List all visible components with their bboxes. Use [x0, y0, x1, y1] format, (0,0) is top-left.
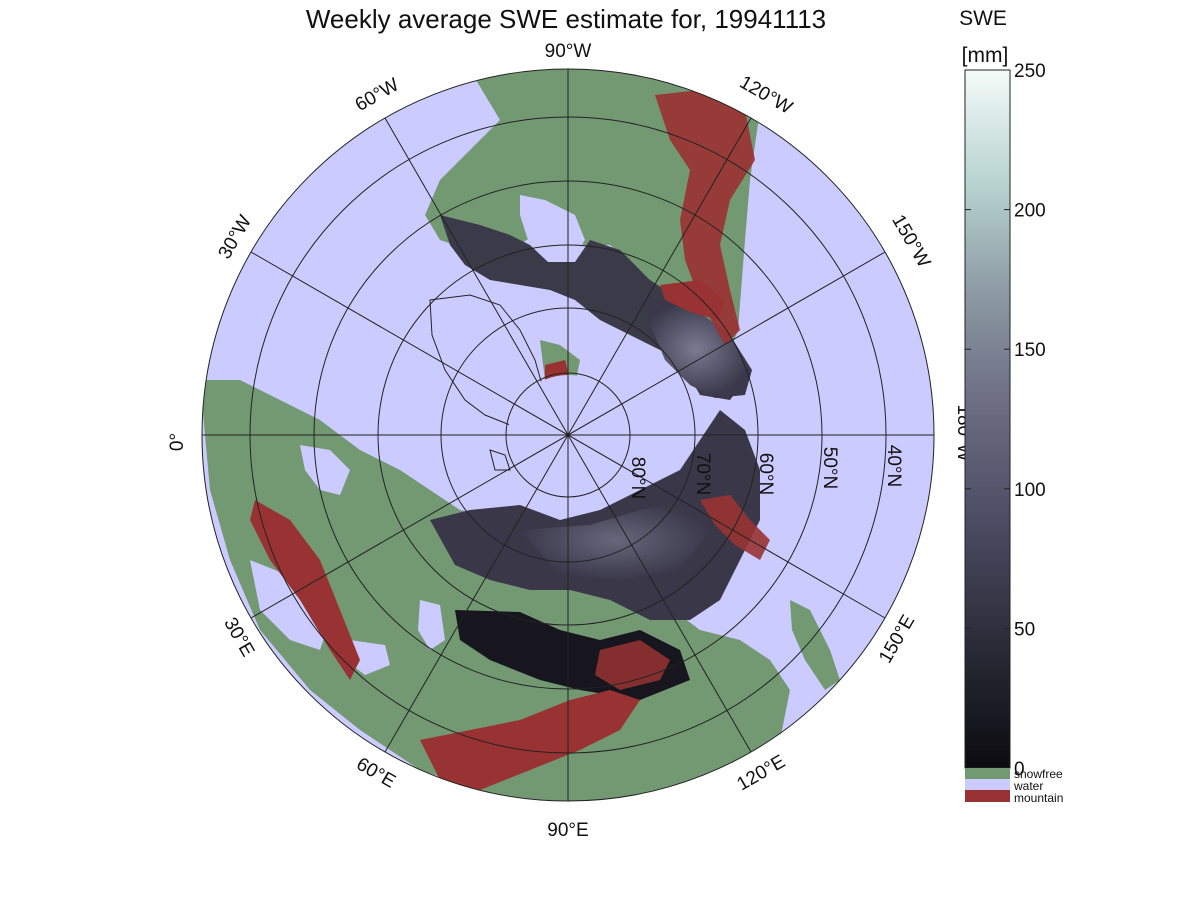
himalaya-mountains — [420, 690, 640, 790]
caspian-sea — [418, 600, 445, 650]
lon-label-90w: 90°W — [545, 41, 592, 62]
category-label-snowfree: snowfree — [1014, 767, 1063, 781]
category-swatch-mountain — [965, 790, 1010, 802]
eurasia-snowfree — [202, 380, 790, 801]
lat-label-70n: 70°N — [692, 453, 713, 495]
colorbar-tick-label: 150 — [1014, 340, 1046, 361]
lon-label-60w: 60°W — [352, 74, 403, 116]
east-siberia-mountains — [700, 495, 770, 560]
japan — [790, 600, 840, 690]
longitude-grid — [202, 69, 934, 801]
colorbar-gradient — [964, 69, 1011, 769]
mongolia-mountains — [595, 640, 670, 690]
alps-mountains — [250, 500, 360, 680]
colorbar-tick-label: 100 — [1014, 480, 1046, 501]
mediterranean — [250, 560, 330, 650]
alaska-snow — [640, 300, 752, 398]
lat-label-50n: 50°N — [819, 447, 840, 489]
colorbar-tick-label: 250 — [1014, 61, 1046, 82]
baltic-sea — [300, 445, 350, 495]
lon-label-0: 0° — [167, 433, 188, 451]
lon-label-90e: 90°E — [547, 820, 588, 841]
category-swatch-water — [965, 779, 1010, 790]
chart-title: Weekly average SWE estimate for, 1994111… — [306, 4, 826, 34]
svalbard — [489, 449, 511, 471]
lon-label-120w: 120°W — [736, 72, 796, 119]
alaska-range — [660, 280, 725, 320]
meridian-line — [250, 251, 886, 619]
colorbar-header-swe: SWE — [959, 7, 1007, 30]
latitude-labels: 80°N 70°N 60°N 50°N 40°N — [627, 445, 904, 499]
colorbar-tick-label: 200 — [1014, 201, 1046, 222]
lon-label-60e: 60°E — [353, 754, 399, 793]
lat-label-40n: 40°N — [883, 445, 904, 487]
colorbar-tick-label: 0 — [1014, 759, 1025, 780]
category-label-water: water — [1013, 779, 1043, 793]
lon-label-120e: 120°E — [733, 751, 789, 795]
colorbar-tick-label: 50 — [1014, 619, 1035, 640]
category-label-mountain: mountain — [1014, 791, 1063, 805]
lat-label-60n: 60°N — [755, 453, 776, 495]
lon-label-150w: 150°W — [887, 211, 934, 271]
category-swatch-snowfree — [965, 768, 1010, 779]
lat-label-80n: 80°N — [627, 457, 648, 499]
colorbar-ticks: 0 50 100 150 200 250 — [965, 61, 1046, 780]
map-border — [201, 68, 935, 802]
colorbar-header-units: [mm] — [962, 44, 1009, 67]
